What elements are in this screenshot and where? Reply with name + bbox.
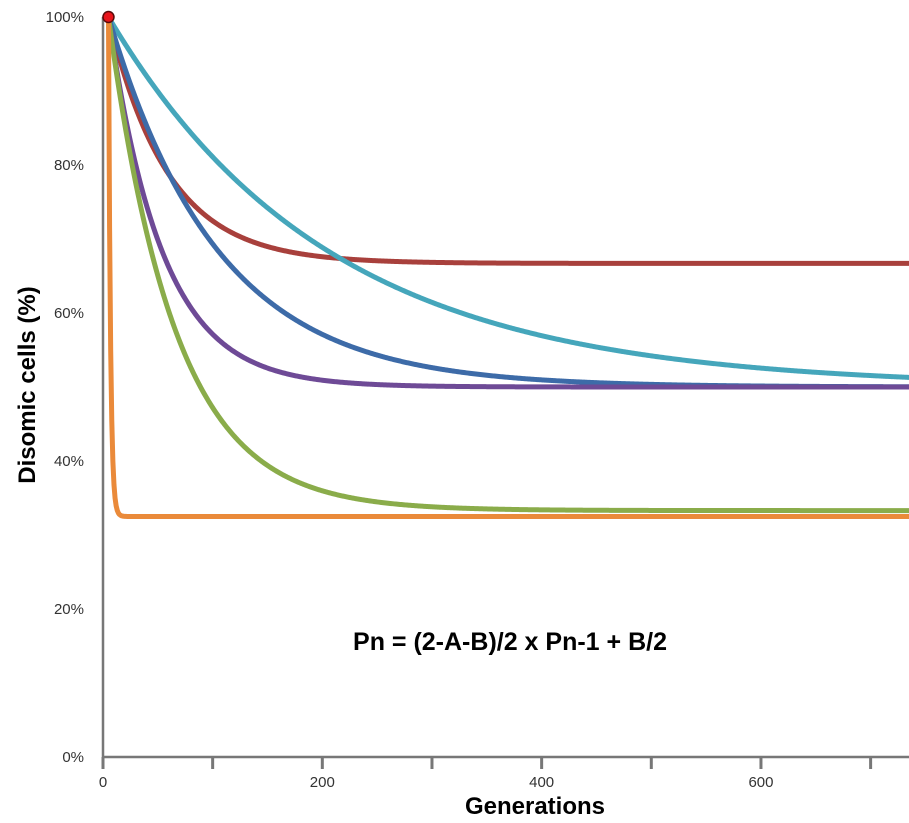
- y-tick-label: 40%: [54, 453, 84, 470]
- x-tick-label: 200: [310, 774, 335, 791]
- formula-annotation: Pn = (2-A-B)/2 x Pn-1 + B/2: [353, 628, 667, 656]
- x-tick-label: 0: [99, 774, 107, 791]
- y-tick-label: 100%: [46, 9, 84, 26]
- y-axis-title: Disomic cells (%): [14, 286, 41, 483]
- series-line-4: [105, 14, 909, 390]
- y-tick-labels: 0% 20% 40% 60% 80% 100%: [46, 9, 84, 766]
- series-lines: [105, 14, 909, 519]
- x-tick-marks: [101, 757, 873, 769]
- x-axis-title: Generations: [465, 793, 605, 820]
- series-line-2: [105, 14, 909, 380]
- y-tick-label: 80%: [54, 157, 84, 174]
- series-line-3: [105, 14, 909, 390]
- series-line-6: [105, 14, 909, 519]
- y-tick-label: 0%: [62, 749, 84, 766]
- x-tick-label: 600: [748, 774, 773, 791]
- start-point-marker: [102, 10, 115, 24]
- x-tick-labels: 0 200 400 600: [99, 774, 774, 791]
- y-tick-label: 20%: [54, 601, 84, 618]
- x-tick-label: 400: [529, 774, 554, 791]
- series-line-5: [105, 14, 909, 514]
- y-tick-label: 60%: [54, 305, 84, 322]
- series-line-1: [105, 14, 909, 266]
